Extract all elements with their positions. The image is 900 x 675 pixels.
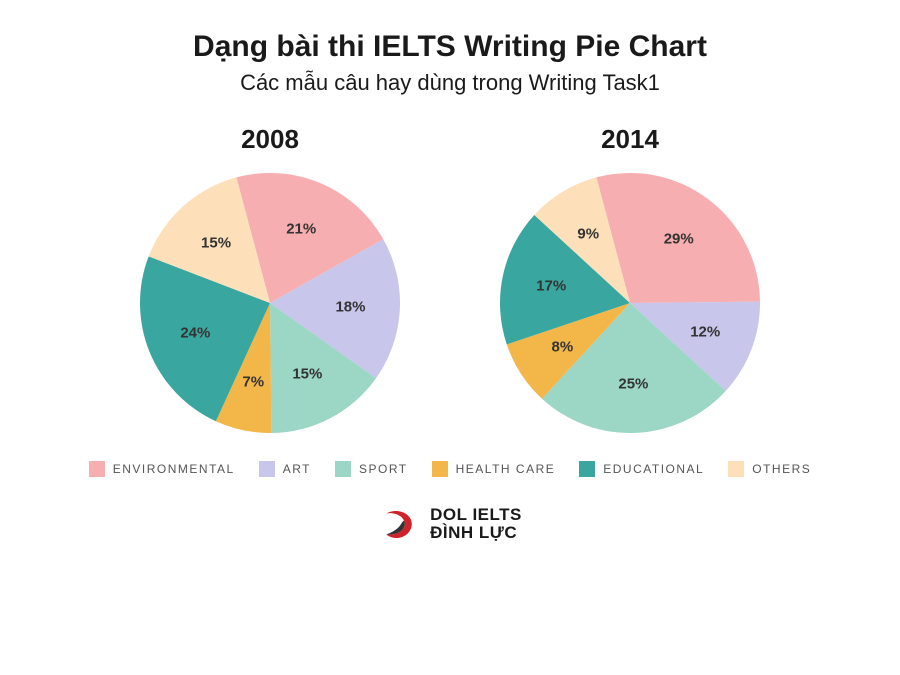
legend-item: ART [259,461,311,477]
slice-label: 24% [180,325,210,342]
slice-label: 15% [201,235,231,252]
charts-row: 2008 21% 18% 15% 7% 24% 15% 2014 29% 12% 25% 8% 17% 9… [0,124,900,433]
chart-column: 2008 21% 18% 15% 7% 24% 15% [140,124,400,433]
brand-logo-icon [378,503,420,545]
legend-item: SPORT [335,461,408,477]
slice-label: 25% [618,375,648,392]
slice-label: 17% [536,278,566,295]
slice-label: 9% [577,226,599,243]
legend-item: EDUCATIONAL [579,461,704,477]
pie-svg [500,173,760,433]
legend: ENVIRONMENTAL ART SPORT HEALTH CARE EDUCATIO… [89,461,812,477]
legend-item: ENVIRONMENTAL [89,461,235,477]
chart-year-label: 2008 [241,124,299,155]
legend-label: OTHERS [752,462,811,476]
slice-label: 12% [690,323,720,340]
brand-line2: ĐÌNH LỰC [430,524,522,542]
pie-chart: 29% 12% 25% 8% 17% 9% [500,173,760,433]
slice-label: 18% [335,299,365,316]
brand-text: DOL IELTS ĐÌNH LỰC [430,506,522,542]
page-subtitle: Các mẫu câu hay dùng trong Writing Task1 [240,70,660,96]
legend-swatch [259,461,275,477]
legend-label: ENVIRONMENTAL [113,462,235,476]
slice-label: 15% [292,366,322,383]
legend-label: EDUCATIONAL [603,462,704,476]
slice-label: 7% [242,373,264,390]
legend-item: OTHERS [728,461,811,477]
chart-column: 2014 29% 12% 25% 8% 17% 9% [500,124,760,433]
page-title: Dạng bài thi IELTS Writing Pie Chart [193,30,707,64]
pie-chart: 21% 18% 15% 7% 24% 15% [140,173,400,433]
chart-year-label: 2014 [601,124,659,155]
slice-label: 29% [664,230,694,247]
legend-swatch [728,461,744,477]
legend-label: HEALTH CARE [456,462,556,476]
legend-swatch [579,461,595,477]
brand-block: DOL IELTS ĐÌNH LỰC [378,503,522,545]
legend-label: SPORT [359,462,408,476]
legend-item: HEALTH CARE [432,461,556,477]
slice-label: 21% [286,220,316,237]
legend-swatch [432,461,448,477]
brand-line1: DOL IELTS [430,506,522,524]
legend-swatch [89,461,105,477]
legend-swatch [335,461,351,477]
slice-label: 8% [552,338,574,355]
legend-label: ART [283,462,311,476]
